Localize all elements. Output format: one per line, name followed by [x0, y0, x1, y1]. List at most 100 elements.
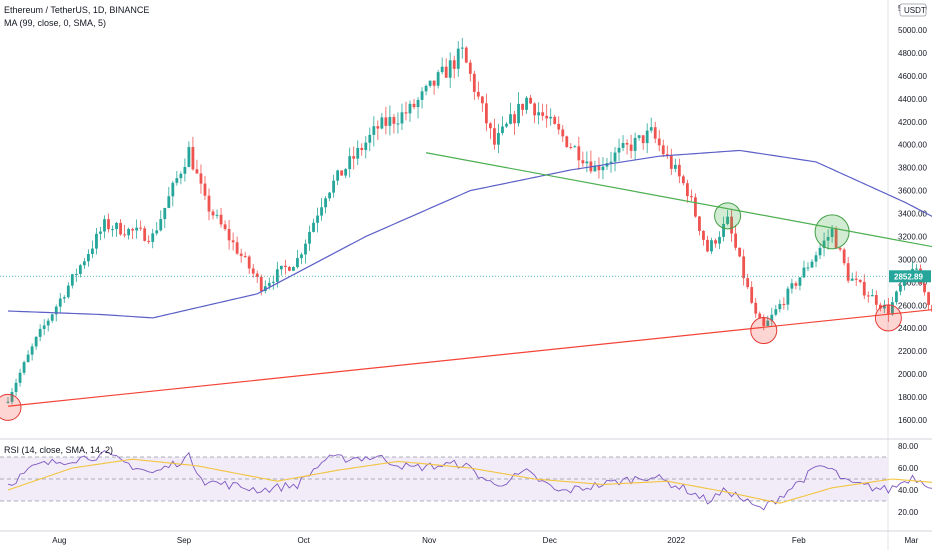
- price-tick-label: 3600.00: [898, 187, 927, 196]
- candle-body: [927, 292, 930, 305]
- candle-body: [30, 346, 34, 355]
- candle-body: [235, 242, 239, 254]
- candle-body: [211, 211, 215, 216]
- rsi-tick-label: 80.00: [898, 442, 919, 451]
- candle-body: [613, 152, 617, 162]
- candle-body: [629, 144, 633, 151]
- rsi-ma-line: [7, 458, 932, 504]
- candle-body: [452, 60, 456, 69]
- time-tick-label: Aug: [52, 536, 66, 545]
- candle-body: [87, 254, 90, 262]
- ma-line: [7, 149, 932, 319]
- candle-body: [139, 227, 143, 229]
- candle-body: [360, 147, 364, 151]
- candle-body: [432, 80, 436, 86]
- candle-body: [710, 240, 713, 252]
- candle-body: [34, 336, 38, 347]
- candle-body: [468, 62, 472, 74]
- candle-body: [275, 269, 279, 282]
- candle-body: [529, 97, 532, 104]
- candle-body: [10, 392, 14, 402]
- candle-body: [215, 214, 219, 216]
- candle-body: [472, 73, 476, 92]
- candle-body: [42, 325, 46, 329]
- candle-body: [677, 164, 681, 177]
- candle-body: [742, 256, 746, 279]
- candle-body: [123, 234, 126, 236]
- candle-body: [830, 228, 834, 237]
- candle-body: [78, 265, 82, 274]
- candle-body: [726, 216, 729, 224]
- candle-body: [553, 116, 557, 124]
- candle-body: [364, 142, 368, 151]
- time-tick-label: Mar: [904, 536, 918, 545]
- candle-body: [175, 178, 179, 183]
- candle-body: [46, 320, 50, 326]
- candle-body: [525, 97, 528, 110]
- candle-body: [348, 156, 352, 170]
- candle-body: [392, 117, 396, 124]
- candle-body: [191, 147, 195, 170]
- candle-body: [183, 166, 187, 174]
- price-tick-label: 2200.00: [898, 347, 927, 356]
- candle-body: [400, 112, 404, 124]
- candle-body: [673, 164, 677, 169]
- candle-body: [923, 283, 926, 293]
- candle-body: [428, 80, 432, 86]
- candle-body: [448, 60, 452, 78]
- candle-body: [464, 47, 468, 63]
- candle-body: [380, 117, 384, 129]
- candle-body: [770, 314, 774, 321]
- rsi-tick-label: 20.00: [898, 508, 919, 517]
- candle-body: [637, 135, 641, 138]
- candle-body: [493, 128, 496, 145]
- candle-body: [62, 297, 66, 299]
- candle-body: [199, 173, 203, 184]
- candle-body: [882, 304, 886, 309]
- candle-body: [505, 123, 508, 127]
- rsi-tick-label: 40.00: [898, 486, 919, 495]
- candle-body: [517, 103, 520, 124]
- candle-body: [681, 176, 685, 184]
- candle-body: [653, 127, 657, 139]
- price-tick-label: 3400.00: [898, 210, 927, 219]
- current-price-badge: [889, 270, 931, 283]
- candle-body: [408, 103, 412, 114]
- candle-body: [99, 231, 102, 234]
- candle-body: [115, 222, 118, 230]
- candle-body: [657, 138, 661, 146]
- price-tick-label: 4400.00: [898, 95, 927, 104]
- candle-body: [601, 166, 605, 171]
- trendline-resistance: [425, 152, 932, 248]
- candle-body: [649, 127, 653, 131]
- candle-body: [645, 130, 649, 144]
- candle-body: [669, 155, 673, 169]
- candle-body: [396, 123, 400, 125]
- candle-body: [915, 268, 918, 270]
- price-tick-label: 2800.00: [898, 278, 927, 287]
- candle-body: [436, 72, 440, 86]
- candle-body: [822, 240, 826, 248]
- rsi-line: [7, 450, 932, 511]
- candle-body: [207, 195, 211, 212]
- time-tick-label: Nov: [422, 536, 436, 545]
- candle-body: [344, 169, 348, 176]
- candle-body: [561, 129, 565, 137]
- marker-circle-red: [750, 317, 778, 345]
- candle-body: [312, 222, 315, 232]
- price-tick-label: 4000.00: [898, 141, 927, 150]
- candle-body: [18, 372, 22, 383]
- candle-body: [874, 295, 878, 305]
- candle-body: [533, 103, 537, 116]
- candle-body: [58, 298, 62, 307]
- candle-body: [802, 267, 806, 278]
- price-tick-label: 2400.00: [898, 324, 927, 333]
- candle-body: [103, 219, 106, 232]
- candle-body: [810, 261, 814, 268]
- time-tick-label: Feb: [792, 536, 806, 545]
- candle-body: [577, 146, 581, 161]
- candle-body: [895, 291, 898, 303]
- candle-body: [818, 247, 822, 256]
- candle-body: [119, 222, 122, 235]
